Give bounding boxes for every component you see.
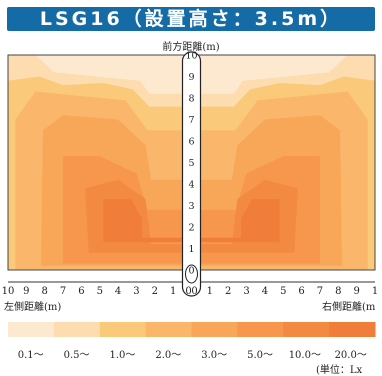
front-distance-scale <box>181 51 202 297</box>
legend-label: 1.0～ <box>109 350 136 361</box>
front-distance-axis-label: 前方距離(m) <box>162 42 220 53</box>
legend-label: 0.5～ <box>63 350 90 361</box>
legend-swatch <box>329 322 376 337</box>
y-tick-label: 3 <box>188 201 194 212</box>
x-tick-label-right: 8 <box>335 286 341 297</box>
y-tick-label: 9 <box>188 72 194 83</box>
chart-title: LSG16（設置高さ：3.5m） <box>7 7 375 31</box>
x-tick-label-right: 1 <box>207 286 213 297</box>
y-tick-label: 8 <box>188 94 194 105</box>
x-tick-label-left: 5 <box>97 286 103 297</box>
y-tick-label: 10 <box>185 51 197 62</box>
y-tick-label: 7 <box>188 115 194 126</box>
x-tick-label-right: 9 <box>353 286 359 297</box>
legend-label: 3.0～ <box>201 350 228 361</box>
legend-swatch <box>99 322 147 337</box>
x-tick-label-right: 3 <box>243 286 249 297</box>
x-tick-label-left: 2 <box>152 286 158 297</box>
y-tick-label: 4 <box>188 180 194 191</box>
legend-label: 20.0～ <box>334 350 367 361</box>
y-tick-label: 2 <box>188 223 194 234</box>
legend-swatch <box>53 322 101 337</box>
lamp-position-marker <box>185 264 198 284</box>
x-tick-label-left: 10 <box>2 286 15 297</box>
x-tick-label-right: 4 <box>262 286 268 297</box>
legend-swatch <box>145 322 192 337</box>
legend-swatch <box>8 322 55 337</box>
legend-label: 10.0～ <box>288 350 321 361</box>
x-tick-label-left: 7 <box>60 286 66 297</box>
unit-label: (単位：Lx <box>316 365 363 376</box>
y-tick-label: 0 <box>188 266 194 277</box>
legend-swatch <box>283 322 330 337</box>
x-tick-label-right: 7 <box>317 286 323 297</box>
x-tick-label-left: 1 <box>170 286 176 297</box>
right-distance-axis-label: 右側距離(m <box>322 302 376 313</box>
legend-swatch <box>191 322 238 337</box>
x-tick-label-left: 3 <box>133 286 139 297</box>
x-tick-label-left: 9 <box>23 286 29 297</box>
legend-label: 5.0～ <box>247 350 274 361</box>
x-tick-label-left: 4 <box>115 286 121 297</box>
x-tick-label-left: 6 <box>78 286 84 297</box>
legend-label: 2.0～ <box>155 350 182 361</box>
x-tick-label-right: 0 <box>191 286 197 297</box>
x-tick-label-right: 1 <box>372 286 378 297</box>
x-tick-label-right: 5 <box>280 286 286 297</box>
y-tick-label: 5 <box>188 158 194 169</box>
legend-swatch <box>237 322 284 337</box>
x-tick-label-left: 0 <box>185 286 191 297</box>
x-tick-label-right: 2 <box>225 286 231 297</box>
contour-level-7 <box>103 199 280 243</box>
x-tick-label-right: 6 <box>298 286 304 297</box>
legend-label: 0.1～ <box>17 350 44 361</box>
left-distance-axis-label: 左側距離(m) <box>4 302 62 313</box>
y-tick-label: 1 <box>188 244 194 255</box>
x-tick-label-left: 8 <box>42 286 48 297</box>
y-tick-label: 6 <box>188 137 194 148</box>
